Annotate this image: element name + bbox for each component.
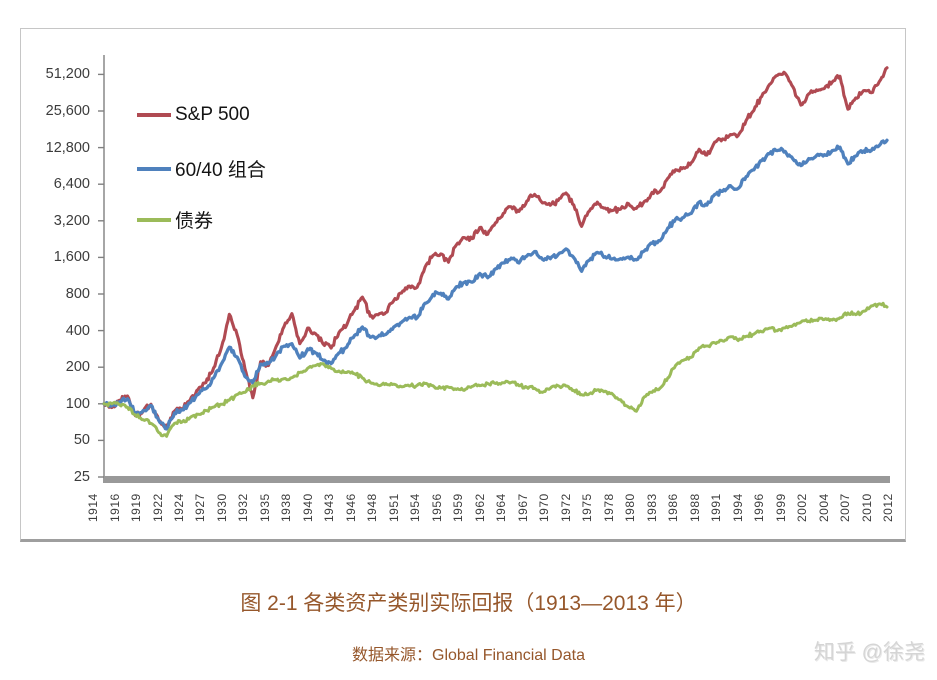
legend-item-sp500: S&P 500	[137, 104, 250, 126]
x-axis-label: 1938	[279, 493, 294, 522]
bonds-line	[102, 301, 889, 438]
y-axis-label: 50	[73, 432, 90, 448]
x-axis-label: 1930	[214, 493, 229, 522]
x-axis-label: 2012	[881, 493, 895, 522]
y-axis-label: 6,400	[53, 176, 90, 192]
x-axis-label: 1967	[515, 493, 530, 522]
x-axis-label: 1975	[580, 493, 595, 522]
x-axis-label: 1935	[257, 493, 272, 522]
bonds-legend-label: 债券	[175, 211, 214, 232]
x-axis-label: 1996	[752, 493, 767, 522]
x-axis-label: 1927	[193, 493, 208, 522]
x-axis-label: 1994	[730, 493, 745, 522]
legend-item-sixty-forty: 60/40 组合	[137, 155, 266, 182]
sixty-forty-legend-swatch	[137, 166, 171, 171]
x-axis-label: 1919	[129, 493, 143, 522]
sixty-forty-line	[102, 138, 889, 431]
x-axis-label: 1940	[300, 493, 315, 522]
axis-layer	[98, 55, 890, 483]
x-axis-label: 1999	[773, 493, 788, 522]
sixty-forty-legend-label: 60/40 组合	[175, 160, 266, 181]
x-axis-label: 1956	[429, 493, 444, 522]
x-axis-label: 2007	[838, 493, 852, 522]
sp500-legend-label: S&P 500	[175, 104, 250, 125]
x-axis-label: 1964	[494, 493, 509, 522]
x-axis-label: 2010	[859, 493, 874, 522]
x-axis-label: 1986	[666, 493, 681, 522]
y-axis-label: 25,600	[45, 103, 90, 119]
y-axis-label: 200	[65, 359, 90, 375]
y-axis-label: 800	[65, 286, 90, 302]
x-axis-label: 1922	[150, 493, 165, 522]
x-axis-label: 1954	[408, 493, 423, 522]
x-axis-label: 1991	[709, 493, 724, 522]
x-axis-label: 1983	[644, 493, 659, 522]
x-axis-label: 1916	[107, 493, 122, 522]
x-axis-label: 1946	[343, 493, 358, 522]
legend-item-bonds: 债券	[137, 206, 213, 233]
x-axis-label: 1962	[472, 493, 487, 522]
x-axis-label: 1924	[171, 493, 186, 522]
x-axis-label: 1959	[451, 493, 466, 522]
y-axis-label: 400	[65, 323, 90, 339]
x-axis-label: 1943	[322, 493, 337, 522]
y-axis-label: 100	[65, 396, 90, 412]
y-axis-label: 3,200	[53, 213, 90, 229]
x-axis-label: 2002	[795, 493, 810, 522]
sp500-line	[102, 66, 889, 429]
x-axis-label: 1951	[386, 493, 401, 522]
sp500-legend-swatch	[137, 113, 171, 117]
y-axis-label: 51,200	[45, 66, 90, 82]
x-axis-label: 1988	[687, 493, 702, 522]
x-axis-label: 1932	[236, 493, 251, 522]
x-axis-label: 1972	[558, 493, 573, 522]
x-axis-label: 2004	[816, 493, 831, 522]
bonds-legend-swatch	[137, 217, 171, 222]
x-axis-label: 1948	[365, 493, 380, 522]
x-axis-label: 1978	[601, 493, 616, 522]
x-axis-bar	[103, 476, 890, 483]
figure-title: 图 2-1 各类资产类别实际回报（1913—2013 年）	[240, 592, 697, 615]
x-axis-label: 1980	[623, 493, 638, 522]
data-source: 数据来源：Global Financial Data	[352, 647, 585, 664]
y-axis-label: 12,800	[45, 140, 90, 156]
x-axis-label: 1914	[86, 493, 100, 522]
y-axis-label: 25	[73, 469, 90, 485]
y-axis-label: 1,600	[53, 249, 90, 265]
x-axis-label: 1970	[537, 493, 552, 522]
watermark: 知乎 @徐尧	[813, 641, 925, 664]
